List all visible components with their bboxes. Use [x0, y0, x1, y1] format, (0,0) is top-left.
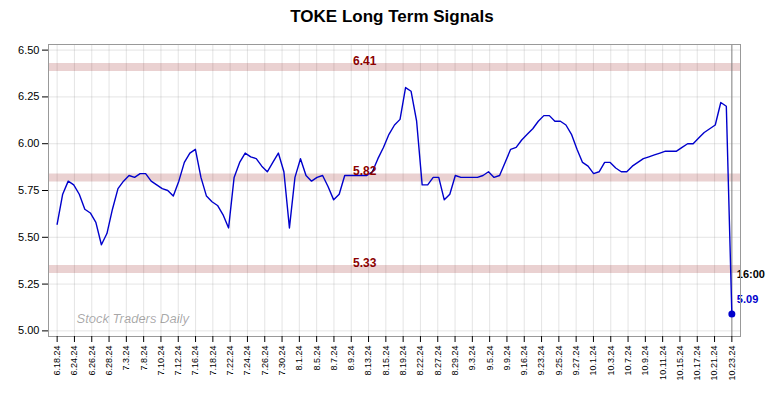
svg-text:7.18.24: 7.18.24 — [208, 346, 218, 376]
html-text:TOKE Long Term Signals: TOKE Long Term Signals — [290, 7, 494, 26]
svg-text:7.10.24: 7.10.24 — [156, 346, 166, 376]
svg-text:6.24.24: 6.24.24 — [69, 346, 79, 376]
svg-text:16:00: 16:00 — [737, 268, 765, 280]
svg-text:5.00: 5.00 — [18, 324, 39, 336]
svg-text:7.24.24: 7.24.24 — [242, 346, 252, 376]
svg-text:10.11.24: 10.11.24 — [658, 346, 668, 380]
svg-text:8.15.24: 8.15.24 — [381, 346, 391, 376]
svg-text:5.33: 5.33 — [353, 256, 377, 270]
svg-text:6.00: 6.00 — [18, 137, 39, 149]
svg-text:9.23.24: 9.23.24 — [536, 346, 546, 376]
svg-text:8.13.24: 8.13.24 — [363, 346, 373, 376]
svg-text:Stock Traders Daily: Stock Traders Daily — [77, 311, 191, 326]
svg-text:8.22.24: 8.22.24 — [415, 346, 425, 376]
svg-text:10.23.24: 10.23.24 — [727, 346, 737, 381]
svg-text:6.41: 6.41 — [353, 54, 377, 68]
svg-text:5.09: 5.09 — [736, 292, 759, 305]
svg-text:9.5.24: 9.5.24 — [485, 346, 495, 371]
svg-text:7.26.24: 7.26.24 — [260, 346, 270, 376]
svg-text:5.50: 5.50 — [18, 231, 39, 243]
svg-text:7.30.24: 7.30.24 — [277, 346, 287, 376]
svg-text:7.16.24: 7.16.24 — [190, 346, 200, 376]
svg-text:6.28.24: 6.28.24 — [104, 346, 114, 376]
svg-text:7.3.24: 7.3.24 — [121, 346, 131, 371]
svg-text:8.29.24: 8.29.24 — [450, 346, 460, 376]
svg-text:7.8.24: 7.8.24 — [139, 346, 149, 371]
svg-text:8.1.24: 8.1.24 — [294, 346, 304, 371]
svg-text:9.9.24: 9.9.24 — [502, 346, 512, 371]
svg-text:5.25: 5.25 — [18, 278, 39, 290]
svg-text:10.1.24: 10.1.24 — [588, 346, 598, 376]
svg-text:8.5.24: 8.5.24 — [312, 346, 322, 371]
svg-text:10.7.24: 10.7.24 — [623, 346, 633, 376]
svg-text:6.25: 6.25 — [18, 90, 39, 102]
svg-text:6.26.24: 6.26.24 — [87, 346, 97, 376]
svg-text:8.27.24: 8.27.24 — [433, 346, 443, 376]
svg-text:10.17.24: 10.17.24 — [692, 346, 702, 381]
svg-text:5.75: 5.75 — [18, 184, 39, 196]
svg-text:9.25.24: 9.25.24 — [554, 346, 564, 376]
svg-text:9.16.24: 9.16.24 — [519, 346, 529, 376]
svg-text:8.19.24: 8.19.24 — [398, 346, 408, 376]
svg-text:6.50: 6.50 — [18, 44, 39, 56]
svg-text:8.9.24: 8.9.24 — [346, 346, 356, 371]
svg-text:5.82: 5.82 — [353, 164, 377, 178]
svg-text:6.18.24: 6.18.24 — [52, 346, 62, 376]
svg-text:10.3.24: 10.3.24 — [606, 346, 616, 376]
svg-text:10.9.24: 10.9.24 — [640, 346, 650, 376]
svg-text:9.3.24: 9.3.24 — [467, 346, 477, 371]
svg-text:8.7.24: 8.7.24 — [329, 346, 339, 371]
svg-text:9.27.24: 9.27.24 — [571, 346, 581, 376]
svg-text:7.22.24: 7.22.24 — [225, 346, 235, 376]
svg-text:10.21.24: 10.21.24 — [709, 346, 719, 381]
svg-text:7.12.24: 7.12.24 — [173, 346, 183, 376]
svg-text:10.15.24: 10.15.24 — [675, 346, 685, 381]
